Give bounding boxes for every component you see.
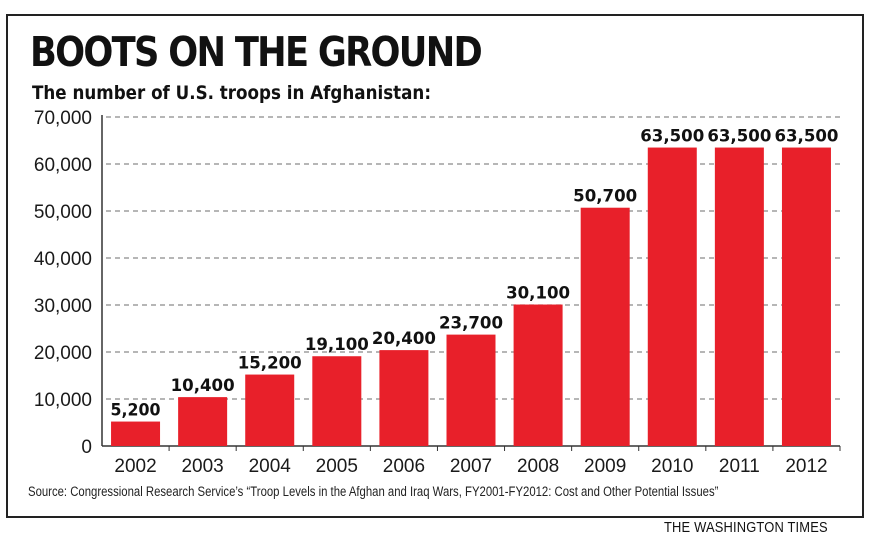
x-tick-label: 2003 (181, 456, 223, 477)
bar (580, 207, 630, 446)
x-tick-label: 2006 (383, 456, 425, 477)
y-tick-label: 40,000 (34, 249, 92, 270)
chart-title: BOOTS ON THE GROUND (30, 28, 483, 76)
y-tick-label: 70,000 (34, 108, 92, 129)
bar-value-label: 30,100 (506, 284, 570, 304)
bar-value-label: 63,500 (707, 127, 771, 147)
bar-value-label: 19,100 (305, 335, 369, 355)
x-tick-label: 2009 (584, 456, 626, 477)
bar (178, 397, 228, 446)
bar-value-label: 20,400 (372, 329, 436, 349)
y-tick-label: 0 (81, 437, 92, 458)
chart-subtitle: The number of U.S. troops in Afghanistan… (32, 82, 432, 104)
y-tick-label: 30,000 (34, 296, 92, 317)
bar-value-label: 23,700 (439, 314, 503, 334)
bar (513, 304, 563, 446)
publisher-credit: THE WASHINGTON TIMES (664, 519, 828, 536)
bar-value-label: 5,200 (111, 401, 161, 421)
source-note: Source: Congressional Research Service’s… (28, 484, 719, 499)
y-tick-label: 10,000 (34, 390, 92, 411)
bar (647, 147, 697, 447)
bar-value-label: 63,500 (640, 127, 704, 147)
bar (714, 147, 764, 447)
bar-value-label: 10,400 (171, 376, 235, 396)
bar (111, 421, 161, 446)
bar (781, 147, 831, 447)
x-tick-label: 2004 (249, 456, 292, 477)
bar-value-label: 15,200 (238, 354, 302, 374)
bar-value-label: 50,700 (573, 187, 637, 207)
bar-value-label: 63,500 (774, 127, 838, 147)
x-tick-label: 2005 (316, 456, 358, 477)
bar (245, 374, 295, 446)
x-tick-label: 2011 (719, 456, 760, 477)
x-tick-label: 2012 (785, 456, 827, 477)
y-tick-label: 60,000 (34, 155, 92, 176)
bar (446, 334, 496, 446)
bar (379, 350, 429, 446)
x-tick-label: 2008 (517, 456, 559, 477)
y-tick-label: 20,000 (34, 343, 92, 364)
x-tick-label: 2002 (114, 456, 156, 477)
y-tick-label: 50,000 (34, 202, 92, 223)
x-tick-label: 2010 (651, 456, 693, 477)
x-tick-label: 2007 (450, 456, 492, 477)
bar (312, 356, 362, 446)
